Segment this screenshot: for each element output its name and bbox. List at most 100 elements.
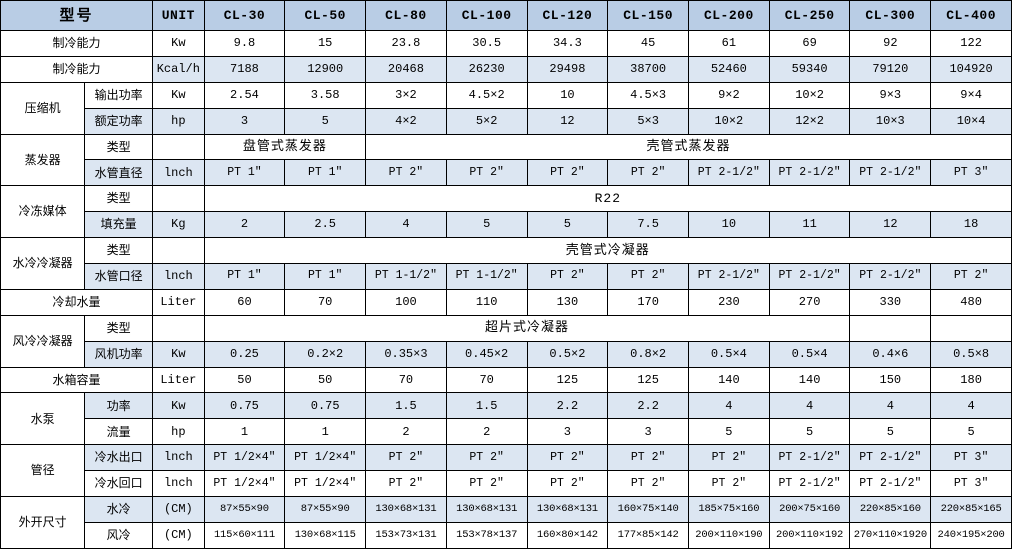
table-row-evaporator-type: 蒸发器 类型 盘管式蒸发器 壳管式蒸发器 — [0, 133, 1012, 187]
cell-dim-wc-cl30: 87×55×90 — [203, 496, 286, 523]
cell-dim-ac-cl50: 130×68×115 — [284, 521, 367, 549]
cell-pipe-return-cl100: PT 2″ — [445, 470, 528, 498]
cell-comp-output-cl100: 4.5×2 — [445, 81, 528, 109]
cell-charge-cl100: 5 — [445, 211, 528, 239]
cell-pump-flow-cl150: 3 — [607, 418, 689, 446]
cell-evap-pipe-cl80: PT 2″ — [365, 159, 447, 187]
cell-wc-bore-cl100: PT 1-1/2″ — [445, 263, 528, 290]
cell-wc-bore-cl400: PT 2″ — [930, 263, 1012, 290]
cell-cooling-kcal-cl200: 52460 — [688, 55, 770, 83]
cell-cooling-water-cl120: 130 — [526, 288, 609, 316]
unit-cell-tank-liter: Liter — [152, 366, 205, 394]
row-label-water-pipe-bore: 水管口径 — [84, 263, 154, 290]
row-label-cooling-capacity-kw: 制冷能力 — [0, 30, 154, 57]
cell-wc-bore-cl300: PT 2-1/2″ — [849, 263, 932, 290]
cell-cooling-water-cl50: 70 — [284, 288, 367, 316]
cell-fan-power-cl300: 0.4×6 — [849, 340, 932, 368]
cell-pump-power-cl200: 4 — [688, 392, 770, 420]
cell-wc-bore-cl30: PT 1″ — [203, 263, 286, 290]
cell-cooling-kcal-cl30: 7188 — [203, 55, 286, 83]
cell-tank-cl120: 125 — [526, 366, 609, 394]
row-label-pump-power: 功率 — [84, 392, 154, 420]
row-label-output-power: 输出功率 — [84, 81, 154, 109]
cell-charge-cl120: 5 — [526, 211, 609, 239]
table-row-dimensions-air-cooled: 风冷 (CM) 115×60×111 130×68×115 153×73×131… — [1, 521, 1012, 549]
cell-comp-output-cl120: 10 — [526, 81, 609, 109]
cell-cooling-kw-cl200: 61 — [688, 30, 770, 57]
cell-wc-bore-cl80: PT 1-1/2″ — [365, 263, 447, 290]
cell-pump-flow-cl120: 3 — [526, 418, 609, 446]
header-model-cl30: CL-30 — [203, 0, 286, 31]
merged-shell-tube-condenser: 壳管式冷凝器 — [203, 237, 1013, 265]
cell-pump-power-cl150: 2.2 — [607, 392, 689, 420]
table-row-cooling-capacity-kw: 制冷能力 Kw 9.8 15 23.8 30.5 34.3 45 61 69 9… — [0, 30, 1012, 57]
row-label-evaporator: 蒸发器 — [0, 133, 86, 187]
cell-pipe-return-cl30: PT 1/2×4″ — [203, 470, 286, 498]
cell-pipe-return-cl150: PT 2″ — [607, 470, 689, 498]
unit-cell-pump-kw: Kw — [152, 392, 205, 420]
row-label-overall-dimensions: 外开尺寸 — [0, 496, 86, 549]
header-model-cl150: CL-150 — [607, 0, 689, 31]
table-row-fan-power: 风机功率 Kw 0.25 0.2×2 0.35×3 0.45×2 0.5×2 0… — [1, 340, 1012, 368]
row-label-air-cooled: 风冷 — [84, 521, 154, 549]
cell-pump-flow-cl30: 1 — [203, 418, 286, 446]
cell-pipe-return-cl80: PT 2″ — [365, 470, 447, 498]
cell-pump-power-cl400: 4 — [930, 392, 1012, 420]
cell-cooling-kw-cl80: 23.8 — [365, 30, 447, 57]
row-label-rated-power: 额定功率 — [84, 107, 154, 135]
cell-evap-pipe-cl150: PT 2″ — [607, 159, 689, 187]
unit-cell-cooling-water-liter: Liter — [152, 288, 205, 316]
unit-cell-pipe-outlet-inch: lnch — [152, 444, 205, 472]
row-label-air-cooled-condenser: 风冷冷凝器 — [0, 314, 86, 368]
row-label-water-cooled-condenser: 水冷冷凝器 — [0, 237, 86, 290]
cell-pipe-return-cl200: PT 2″ — [688, 470, 770, 498]
cell-evap-pipe-cl250: PT 2-1/2″ — [768, 159, 851, 187]
cell-cooling-water-cl80: 100 — [365, 288, 447, 316]
table-header-row: 型号 UNIT CL-30 CL-50 CL-80 CL-100 CL-120 … — [0, 0, 1012, 31]
table-row-pump-flow: 流量 hp 1 1 2 2 3 3 5 5 5 5 — [1, 418, 1012, 446]
cell-comp-output-cl30: 2.54 — [203, 81, 286, 109]
header-model-cl200: CL-200 — [688, 0, 770, 31]
cell-charge-cl30: 2 — [203, 211, 286, 239]
merged-refrigerant-r22: R22 — [203, 185, 1013, 213]
cell-pipe-outlet-cl50: PT 1/2×4″ — [284, 444, 367, 472]
row-label-evaporator-pipe-dia: 水管直径 — [84, 159, 154, 187]
row-label-pipe-diameter: 管径 — [0, 444, 86, 498]
cell-pump-power-cl300: 4 — [849, 392, 932, 420]
cell-cooling-kw-cl100: 30.5 — [445, 30, 528, 57]
table-row-refrigerant-charge: 填充量 Kg 2 2.5 4 5 5 7.5 10 11 12 18 — [1, 211, 1012, 239]
table-row-tank-capacity: 水箱容量 Liter 50 50 70 70 125 125 140 140 1… — [0, 366, 1012, 394]
cell-comp-output-cl150: 4.5×3 — [607, 81, 689, 109]
cell-dim-ac-cl300: 270×110×1920 — [849, 521, 932, 549]
cell-pipe-outlet-cl250: PT 2-1/2″ — [768, 444, 851, 472]
cell-evap-pipe-cl200: PT 2-1/2″ — [688, 159, 770, 187]
unit-cell-evaporator-inch: lnch — [152, 159, 205, 187]
unit-cell-pipe-return-inch: lnch — [152, 470, 205, 498]
cell-wc-bore-cl50: PT 1″ — [284, 263, 367, 290]
cell-cooling-kcal-cl80: 20468 — [365, 55, 447, 83]
cell-wc-bore-cl120: PT 2″ — [526, 263, 609, 290]
unit-cell-water-condenser-type — [152, 237, 205, 265]
cell-comp-output-cl400: 9×4 — [930, 81, 1012, 109]
cell-dim-wc-cl100: 130×68×131 — [445, 496, 528, 523]
cell-tank-cl400: 180 — [930, 366, 1012, 394]
table-row-pipe-return: 冷水回口 lnch PT 1/2×4″ PT 1/2×4″ PT 2″ PT 2… — [1, 470, 1012, 498]
unit-cell-dim-wc-cm: (CM) — [152, 496, 205, 523]
cell-comp-output-cl250: 10×2 — [768, 81, 851, 109]
cell-dim-wc-cl200: 185×75×160 — [688, 496, 770, 523]
cell-tank-cl100: 70 — [445, 366, 528, 394]
cell-cooling-water-cl250: 270 — [768, 288, 851, 316]
merged-coil-evaporator: 盘管式蒸发器 — [203, 133, 367, 161]
cell-pipe-return-cl400: PT 3″ — [930, 470, 1012, 498]
row-label-compressor: 压缩机 — [0, 81, 86, 135]
unit-cell-fan-power-kw: Kw — [152, 340, 205, 368]
cell-comp-rated-cl250: 12×2 — [768, 107, 851, 135]
unit-cell-comp-rated: hp — [152, 107, 205, 135]
cell-pump-flow-cl80: 2 — [365, 418, 447, 446]
header-model-cl80: CL-80 — [365, 0, 447, 31]
cell-charge-cl300: 12 — [849, 211, 932, 239]
cell-dim-ac-cl400: 240×195×200 — [930, 521, 1012, 549]
cell-cooling-water-cl100: 110 — [445, 288, 528, 316]
row-label-air-condenser-type: 类型 — [84, 314, 154, 342]
